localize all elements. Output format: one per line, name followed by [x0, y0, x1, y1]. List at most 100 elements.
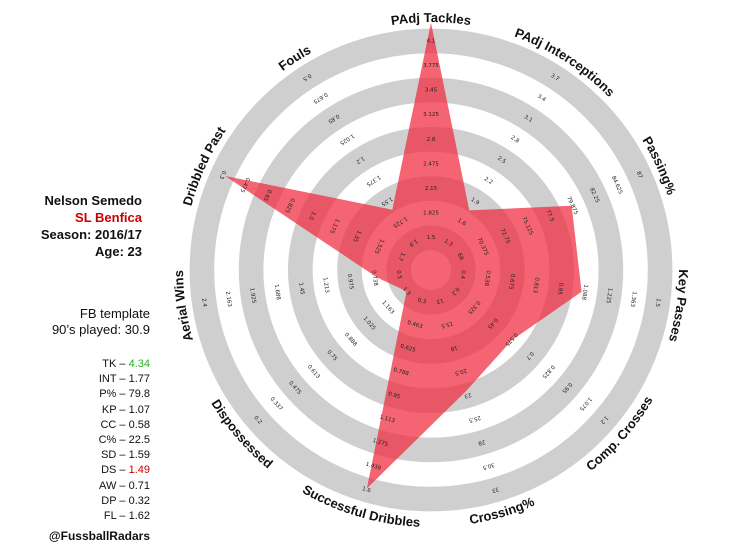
tick-label: 20.5 [454, 367, 468, 376]
tick-label: 0.825 [540, 363, 555, 379]
tick-label: 0.788 [393, 367, 410, 377]
stat-separator: – [116, 479, 129, 492]
tick-label: 1.088 [580, 284, 588, 301]
stat-label: P% [99, 388, 117, 401]
tick-label: 0.3 [217, 169, 226, 180]
stat-value: 1.77 [128, 373, 150, 386]
tick-label: 30.5 [481, 461, 495, 470]
tick-label: 13 [435, 297, 444, 305]
tick-label: 1.7 [396, 251, 405, 262]
stat-row: FL – 1.62 [60, 509, 150, 524]
tick-label: 1.025 [338, 132, 355, 146]
axis-label: PAdj Tackles [390, 10, 472, 28]
tick-label: 1.45 [297, 282, 305, 295]
tick-label: 18 [449, 344, 458, 352]
tick-label: 3.1 [523, 114, 534, 124]
tick-label: 1.075 [577, 396, 592, 412]
tick-label: 2.163 [224, 291, 232, 308]
template-name: FB template [79, 306, 150, 321]
tick-label: 0.538 [483, 270, 491, 287]
tick-label: 1.438 [365, 462, 382, 472]
tick-label: 0.337 [269, 396, 284, 412]
season: Season: 2016/17 [40, 227, 142, 242]
stat-label: DP [101, 494, 117, 507]
tick-label: 1.2 [355, 155, 366, 165]
tick-label: 1.0 [307, 210, 316, 221]
tick-label: 0.4 [459, 270, 466, 280]
tick-label: 1.275 [372, 438, 389, 448]
stat-row: DP – 0.32 [60, 494, 150, 509]
tick-label: 1.3 [443, 238, 454, 248]
tick-label: 25.5 [467, 414, 481, 423]
axis-label-text: PAdj Tackles [390, 10, 472, 28]
tick-label: 1.925 [248, 287, 256, 304]
tick-label: 0.85 [326, 112, 340, 124]
stat-row: SD – 1.59 [60, 448, 150, 463]
tick-label: 1.825 [423, 211, 439, 217]
stat-value: 22.5 [128, 434, 150, 447]
stat-label: AW [99, 479, 117, 492]
twitter-handle: @FussballRadars [48, 529, 150, 543]
data-polygon [225, 22, 582, 489]
tick-label: 3.125 [423, 112, 439, 118]
tick-label: 2.4 [200, 298, 207, 308]
tick-label: 1.6 [456, 218, 467, 228]
tick-label: 4.1 [427, 38, 436, 44]
stat-separator: – [116, 510, 129, 523]
stat-label: KP [101, 403, 117, 416]
tick-label: 1.113 [379, 414, 396, 424]
tick-label: 0.613 [306, 364, 321, 380]
tick-label: 1.2 [599, 414, 609, 425]
stat-row: DS – 1.49 [60, 463, 150, 478]
tick-label: 1.3 [401, 286, 412, 297]
stat-list: TK – 4.34 INT – 1.77 P% – 79.8 KP – 1.07 CC … [60, 357, 150, 524]
stat-separator: – [116, 403, 129, 416]
tick-label: 0.2 [252, 415, 262, 426]
tick-label: 87 [635, 171, 644, 180]
tick-label: 0.2 [450, 286, 460, 297]
stat-value: 1.59 [128, 449, 150, 462]
stat-value: 1.62 [128, 510, 150, 523]
stat-value: 1.49 [128, 464, 150, 477]
tick-label: 1.9 [408, 237, 419, 247]
tick-label: 2.475 [423, 161, 439, 167]
tick-label: 1.9 [470, 197, 481, 207]
tick-label: 1.5 [427, 235, 436, 241]
tick-label: 0.975 [346, 273, 354, 290]
tick-label: 3.7 [549, 73, 560, 83]
stat-separator: – [116, 358, 129, 370]
tick-label: 2.8 [427, 137, 436, 143]
tick-label: 0.95 [387, 391, 401, 400]
team-name: SL Benfica [75, 210, 142, 225]
tick-label: 0.5 [395, 270, 402, 280]
tick-label: 2.5 [496, 156, 507, 166]
stat-separator: – [116, 464, 129, 477]
tick-label: 1.6 [361, 486, 372, 494]
tick-label: 0.463 [406, 320, 423, 330]
stat-label: C% [98, 434, 117, 447]
stat-value: 0.58 [128, 418, 150, 431]
tick-label: 3.775 [423, 63, 439, 69]
tick-label: 28 [477, 438, 486, 446]
age: Age: 23 [95, 244, 142, 259]
tick-label: 3.4 [536, 94, 547, 104]
stat-separator: – [116, 373, 129, 386]
stat-separator: – [116, 418, 129, 431]
stat-row: CC – 0.58 [60, 418, 150, 433]
tick-label: 23 [463, 391, 472, 399]
nineties-played: 90’s played: 30.9 [51, 322, 150, 337]
stat-label: DS [101, 464, 117, 477]
player-info: Nelson Semedo SL Benfica Season: 2016/17… [20, 192, 142, 260]
player-name: Nelson Semedo [44, 193, 142, 208]
tick-label: 1.375 [365, 174, 382, 188]
stat-value: 1.07 [128, 403, 150, 416]
tick-label: 1.163 [380, 300, 395, 316]
tick-label: 0.625 [399, 344, 416, 354]
tick-label: 0.5 [301, 72, 312, 82]
stat-separator: – [116, 494, 129, 507]
stat-row: KP – 1.07 [60, 403, 150, 418]
tick-label: 0.888 [343, 332, 358, 348]
tick-label: 2.15 [425, 186, 438, 192]
tick-label: 0.738 [370, 270, 378, 287]
tick-label: 3.45 [425, 88, 438, 94]
